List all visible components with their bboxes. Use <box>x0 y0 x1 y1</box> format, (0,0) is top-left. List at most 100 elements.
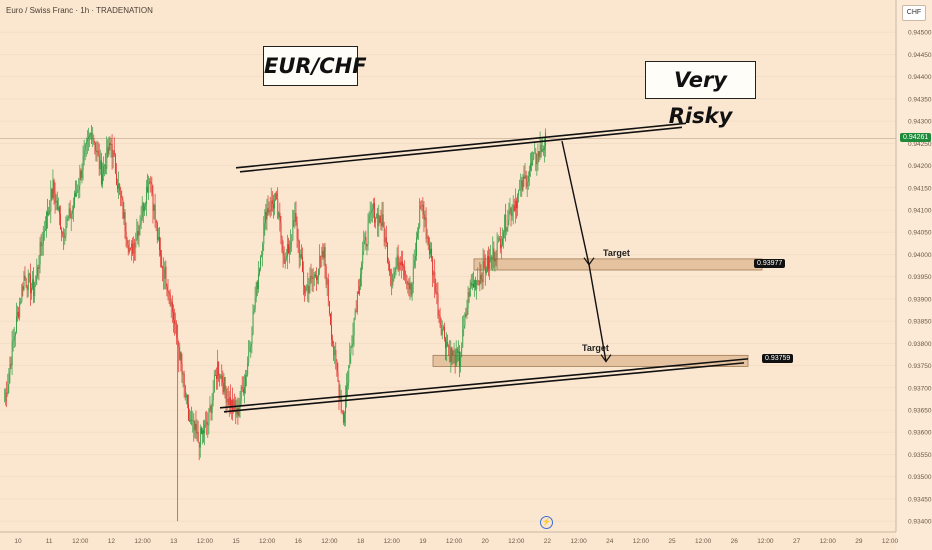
candle-body <box>189 420 191 422</box>
candle-body <box>113 150 115 155</box>
x-tick-label: 24 <box>606 538 614 545</box>
candle-body <box>460 357 462 367</box>
candle-body <box>238 407 240 416</box>
candle-body <box>172 301 173 312</box>
candle-body <box>232 399 234 411</box>
candle-body <box>353 317 355 336</box>
candle-body <box>196 432 198 434</box>
candle-body <box>391 274 393 286</box>
candle-body <box>48 210 50 216</box>
candle-body <box>536 163 538 165</box>
candle-body <box>52 180 54 198</box>
candle-body <box>481 278 483 283</box>
candle-body <box>493 248 495 262</box>
candle-body <box>507 219 509 228</box>
candle-body <box>184 385 186 398</box>
candle-body <box>439 315 441 326</box>
candle-body <box>340 397 342 411</box>
candles <box>4 125 547 522</box>
candle-body <box>233 400 235 411</box>
candle-body <box>540 144 542 152</box>
candle-body <box>487 255 488 272</box>
candle-body <box>197 432 199 443</box>
candle-body <box>433 272 435 276</box>
candle-body <box>276 193 278 200</box>
candle-body <box>452 351 454 356</box>
candle-body <box>215 375 216 377</box>
candle-body <box>209 406 211 410</box>
y-tick-label: 0.94350 <box>908 96 932 103</box>
x-tick-label: 10 <box>14 538 22 545</box>
upper-trendline <box>235 122 687 169</box>
candle-body <box>230 397 231 408</box>
candle-body <box>125 231 127 240</box>
candle-body <box>244 386 245 394</box>
candle-body <box>258 274 259 290</box>
x-tick-label: 16 <box>295 538 303 545</box>
candle-body <box>108 142 110 155</box>
candle-body <box>463 325 465 330</box>
y-tick-label: 0.93750 <box>908 363 932 370</box>
currency-badge[interactable]: CHF <box>902 5 926 21</box>
candle-body <box>241 386 243 389</box>
candle-body <box>261 254 263 257</box>
candle-body <box>44 230 45 232</box>
candle-body <box>283 255 285 264</box>
candle-body <box>98 154 100 170</box>
candle-body <box>535 152 537 165</box>
candle-body <box>506 227 508 232</box>
candle-body <box>119 184 121 191</box>
candle-body <box>362 251 364 264</box>
candle-body <box>234 400 236 409</box>
candle-body <box>425 217 427 239</box>
candle-body <box>532 159 534 165</box>
candle-body <box>222 383 224 393</box>
x-tick-label: 12:00 <box>197 538 214 545</box>
candle-body <box>133 242 135 254</box>
candle-body <box>426 236 428 239</box>
candle-body <box>453 350 455 352</box>
candle-body <box>544 146 545 150</box>
x-tick-label: 12:00 <box>321 538 338 545</box>
candle-body <box>157 223 158 240</box>
candle-body <box>63 233 65 238</box>
candle-body <box>458 351 459 354</box>
candle-body <box>265 211 267 220</box>
candle-body <box>474 279 476 288</box>
candle-body <box>403 265 405 267</box>
candle-body <box>288 244 290 253</box>
candle-body <box>23 275 25 290</box>
candle-body <box>146 186 148 205</box>
candle-body <box>334 350 336 356</box>
candle-body <box>332 339 334 345</box>
candle-body <box>365 237 367 247</box>
candle-body <box>309 276 311 287</box>
candle-body <box>361 263 363 275</box>
candle-body <box>516 200 517 209</box>
candle-body <box>104 165 106 167</box>
candle-body <box>84 144 86 151</box>
candle-body <box>358 291 359 295</box>
candle-body <box>511 211 513 217</box>
candle-body <box>88 136 89 139</box>
candle-body <box>246 374 248 376</box>
candle-body <box>162 266 164 270</box>
candle-body <box>10 363 12 366</box>
candle-body <box>437 293 439 315</box>
candle-body <box>191 419 193 421</box>
x-tick-label: 12:00 <box>882 538 899 545</box>
candle-body <box>473 283 474 288</box>
candle-body <box>9 363 11 373</box>
candle-body <box>296 222 298 240</box>
candle-body <box>109 142 111 146</box>
candle-body <box>169 293 171 307</box>
candle-body <box>282 250 284 256</box>
candle-body <box>352 335 354 345</box>
candle-body <box>220 375 222 379</box>
candle-body <box>384 237 386 243</box>
candle-body <box>465 314 467 316</box>
candle-body <box>154 204 156 220</box>
lightning-icon[interactable]: ⚡ <box>540 516 553 529</box>
